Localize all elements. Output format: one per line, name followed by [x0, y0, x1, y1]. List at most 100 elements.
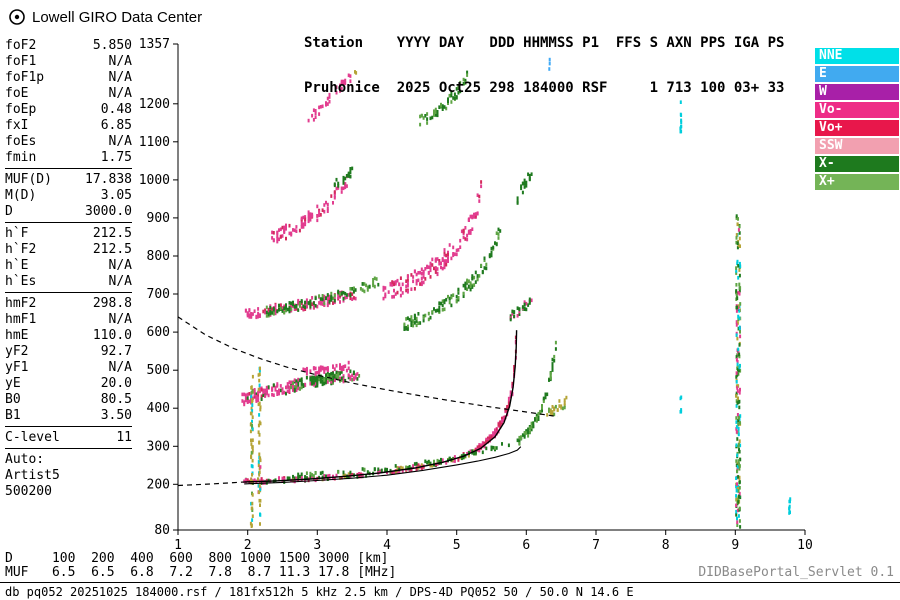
cluster-third-hop-x-steep [419, 70, 469, 127]
cluster-o-trace-low [243, 447, 477, 485]
param-row-hf: h`F 212.5 [5, 226, 132, 242]
station-header-line: Station YYYY DAY DDD HHMMSS P1 FFS S AXN… [304, 35, 785, 51]
cluster-rfi-8p2-high [679, 100, 683, 134]
param-value: 17.838 [85, 172, 132, 187]
param-group-divider [5, 426, 132, 427]
param-value: 3.05 [100, 188, 132, 203]
cluster-stray-olive-top [354, 70, 358, 75]
param-row-b1: B1 3.50 [5, 408, 132, 424]
param-label: foF2 [5, 38, 37, 53]
distance-muf-row-d: D 100 200 400 600 800 1000 1500 3000 [km… [5, 551, 389, 566]
x-tick-label: 9 [731, 538, 739, 553]
cluster-f2-second-hop-x [265, 276, 380, 318]
param-label: 500200 [5, 484, 52, 499]
param-value: 3000.0 [85, 204, 132, 219]
y-tick-label: 1100 [139, 135, 170, 150]
axes: 8020030040050060070080090010001100120013… [139, 37, 813, 553]
param-value: N/A [108, 54, 132, 69]
param-value: N/A [108, 86, 132, 101]
param-label: fxI [5, 118, 29, 133]
x-tick-label: 4 [383, 538, 391, 553]
param-row-artist5: Artist5 [5, 468, 132, 484]
param-row-he: h`E N/A [5, 258, 132, 274]
ionogram-status-line: db pq052 20251025 184000.rsf / 181fx512h… [5, 585, 634, 599]
x-tick-label: 3 [313, 538, 321, 553]
cluster-fof2-second-hop-cusp [509, 297, 533, 322]
param-value: 3.50 [100, 408, 132, 423]
param-label: MUF(D) [5, 172, 52, 187]
y-tick-label: 200 [147, 477, 170, 492]
y-tick-label: 700 [147, 287, 170, 302]
param-group-divider [5, 292, 132, 293]
param-label: h`F2 [5, 242, 37, 257]
param-value: 212.5 [92, 226, 132, 241]
param-label: foF1p [5, 70, 45, 85]
param-value: N/A [108, 312, 132, 327]
station-header-block: Station YYYY DAY DDD HHMMSS P1 FFS S AXN… [304, 6, 784, 111]
param-row-hmf2: hmF2 298.8 [5, 296, 132, 312]
param-label: foF1 [5, 54, 37, 69]
param-row-ye: yE 20.0 [5, 376, 132, 392]
param-label: h`E [5, 258, 29, 273]
cluster-rfi-9p78-low [788, 497, 792, 515]
cluster-rfi-column-2p17 [257, 366, 262, 526]
param-row-fof1p: foF1p N/A [5, 70, 132, 86]
param-row-hes: h`Es N/A [5, 274, 132, 290]
cluster-third-hop-o-steep [307, 73, 352, 123]
param-value: 110.0 [92, 328, 132, 343]
x-tick-label: 8 [662, 538, 670, 553]
y-tick-label: 80 [154, 523, 170, 538]
y-tick-label: 300 [147, 439, 170, 454]
legend-item-w: W [815, 84, 899, 100]
y-tick-label: 500 [147, 363, 170, 378]
param-row-auto: Auto: [5, 452, 132, 468]
cluster-x-second-hop-high [516, 172, 533, 205]
servlet-version-label: DIDBasePortal_Servlet 0.1 [698, 565, 894, 580]
param-label: M(D) [5, 188, 37, 203]
param-row-fof2: foF2 5.850 [5, 38, 132, 54]
y-tick-label: 800 [147, 249, 170, 264]
parameter-panel: foF2 5.850 foF1 N/A foF1p N/A foE N/A foEp 0.48 fx… [5, 38, 132, 500]
param-value: 212.5 [92, 242, 132, 257]
param-row-fmin: fmin 1.75 [5, 150, 132, 166]
x-tick-label: 7 [592, 538, 600, 553]
param-value: 80.5 [100, 392, 132, 407]
legend-item-vominus: Vo- [815, 102, 899, 118]
d-muf-table: D 100 200 400 600 800 1000 1500 3000 [km… [5, 552, 396, 580]
x-tick-label: 6 [522, 538, 530, 553]
param-row-fxi: fxI 6.85 [5, 118, 132, 134]
x-tick-label: 2 [244, 538, 252, 553]
param-value: N/A [108, 360, 132, 375]
param-row-foes: foEs N/A [5, 134, 132, 150]
cluster-x-trace-steep [516, 340, 557, 446]
y-tick-label: 900 [147, 211, 170, 226]
param-label: hmF1 [5, 312, 37, 327]
param-value: 1.75 [100, 150, 132, 165]
param-label: yF1 [5, 360, 29, 375]
y-tick-label: 1000 [139, 173, 170, 188]
y-tick-label: 600 [147, 325, 170, 340]
footer-divider [0, 582, 900, 583]
param-row-foep: foEp 0.48 [5, 102, 132, 118]
param-label: yF2 [5, 344, 29, 359]
cluster-second-hop-o-steep [382, 180, 483, 301]
cluster-rfi-8p2-mid [679, 395, 683, 414]
param-row-md: M(D) 3.05 [5, 188, 132, 204]
cluster-f2-third-hop-o [271, 174, 348, 244]
param-label: Artist5 [5, 468, 60, 483]
param-group-divider [5, 168, 132, 169]
param-label: B1 [5, 408, 21, 423]
giro-logo-icon [9, 9, 25, 25]
o-trace-fit-curve [244, 330, 518, 483]
param-row-hf2: h`F2 212.5 [5, 242, 132, 258]
param-value: N/A [108, 70, 132, 85]
y-tick-label: 1357 [139, 37, 170, 52]
trace-extrapolation-dashed [177, 481, 245, 487]
param-label: foEp [5, 102, 37, 117]
param-label: yE [5, 376, 21, 391]
distance-muf-row-muf: MUF 6.5 6.5 6.8 7.2 7.8 8.7 11.3 17.8 [M… [5, 565, 397, 580]
param-label: h`F [5, 226, 29, 241]
param-group-divider [5, 222, 132, 223]
param-value: 6.85 [100, 118, 132, 133]
